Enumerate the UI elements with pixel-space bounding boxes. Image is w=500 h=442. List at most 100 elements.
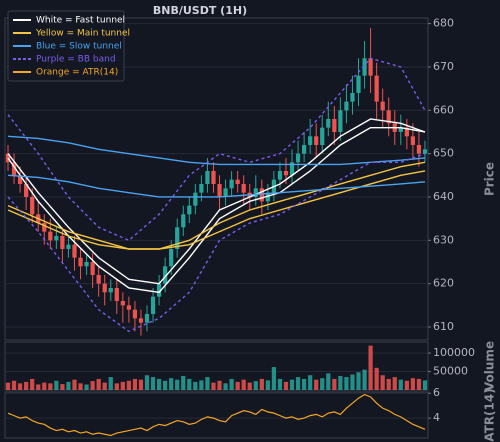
candle-body <box>163 266 168 284</box>
volume-bar <box>17 383 23 390</box>
legend-label: Blue = Slow tunnel <box>36 42 122 52</box>
volume-bar <box>350 374 355 390</box>
candle-body <box>169 248 174 267</box>
candle-body <box>302 144 307 154</box>
candle-body <box>362 58 367 76</box>
candle-body <box>193 192 198 206</box>
volume-bar <box>386 378 391 390</box>
volume-bar <box>78 383 83 390</box>
volume-bar <box>253 381 258 390</box>
volume-bar <box>54 380 59 390</box>
candle-body <box>5 153 11 163</box>
candle-body <box>235 179 240 184</box>
y-tick-label: 660 <box>433 103 454 116</box>
volume-bar <box>229 378 234 390</box>
volume-bar <box>374 367 379 390</box>
volume-bar <box>422 380 428 390</box>
candle-body <box>42 222 47 232</box>
y-tick-label: 4 <box>433 411 440 424</box>
candle-body <box>11 162 17 176</box>
volume-bar <box>108 377 113 390</box>
volume-bar <box>302 378 307 390</box>
volume-bar <box>96 378 101 390</box>
volume-bar <box>271 367 277 390</box>
volume-bar <box>289 379 295 390</box>
indicator-line <box>7 118 426 285</box>
volume-bar <box>175 379 180 390</box>
panel <box>4 391 429 439</box>
volume-bar <box>410 378 416 390</box>
volume-bar <box>90 381 95 390</box>
volume-bar <box>259 378 264 390</box>
volume-bar <box>126 380 131 390</box>
candle-body <box>398 127 403 132</box>
volume-bar <box>66 381 71 390</box>
volume-bar <box>241 379 246 390</box>
legend-label: White = Fast tunnel <box>36 16 125 26</box>
volume-bar <box>398 379 403 390</box>
volume-bar <box>283 381 289 390</box>
candle-body <box>217 183 222 197</box>
plot-area <box>5 27 428 336</box>
volume-bar <box>169 378 174 390</box>
volume-bar <box>235 381 240 390</box>
candle-body <box>289 162 295 176</box>
volume-bar <box>277 378 283 390</box>
volume-bar <box>223 383 228 390</box>
volume-bar <box>48 383 53 390</box>
legend-label: Yellow = Main tunnel <box>35 29 130 39</box>
volume-bar <box>156 378 162 390</box>
indicator-line <box>7 57 426 242</box>
volume-bar <box>60 384 65 390</box>
volume-bar <box>102 382 107 390</box>
candle-body <box>78 257 83 267</box>
volume-bar <box>36 384 41 390</box>
volume-bar <box>193 381 198 390</box>
candle-body <box>205 170 210 184</box>
candle-body <box>326 118 331 128</box>
y-tick-label: 610 <box>433 320 454 333</box>
volume-bar <box>416 378 422 390</box>
y-tick-label: 670 <box>433 60 454 73</box>
candle-body <box>265 192 270 202</box>
candle-body <box>156 283 162 297</box>
candle-body <box>187 205 192 215</box>
volume-bar <box>392 377 397 390</box>
chart-title: BNB/USDT (1H) <box>153 4 247 17</box>
indicator-line <box>7 174 426 198</box>
candle-body <box>410 136 416 145</box>
volume-bar <box>150 377 156 390</box>
volume-bar <box>5 382 11 390</box>
indicator-line <box>7 126 426 294</box>
volume-bar <box>72 379 77 390</box>
volume-bar <box>320 378 325 390</box>
panel <box>4 17 429 341</box>
volume-bar <box>205 377 210 390</box>
volume-bar <box>132 378 138 390</box>
candle-body <box>120 300 125 306</box>
volume-bar <box>308 375 313 390</box>
candle-body <box>253 188 258 197</box>
candle-body <box>422 149 428 154</box>
volume-bar <box>368 345 373 390</box>
volume-bar <box>344 377 349 390</box>
volume-bar <box>326 373 331 390</box>
volume-bar <box>265 380 270 390</box>
candle-body <box>320 127 325 145</box>
y-tick-label: 6 <box>433 386 440 399</box>
indicator-line <box>7 152 426 333</box>
candle-body <box>144 313 150 323</box>
y-tick-label: 50000 <box>433 365 468 378</box>
candle-body <box>368 58 373 76</box>
candle-body <box>295 153 301 163</box>
y-tick-label: 680 <box>433 17 454 30</box>
volume-bar <box>295 377 301 390</box>
y-tick-label: 620 <box>433 277 454 290</box>
candle-body <box>84 261 89 267</box>
volume-bar <box>138 379 144 390</box>
volume-bar <box>24 381 29 390</box>
candle-body <box>404 127 409 137</box>
y-tick-label: 650 <box>433 147 454 160</box>
volume-bar <box>247 382 252 390</box>
candle-body <box>350 92 355 102</box>
